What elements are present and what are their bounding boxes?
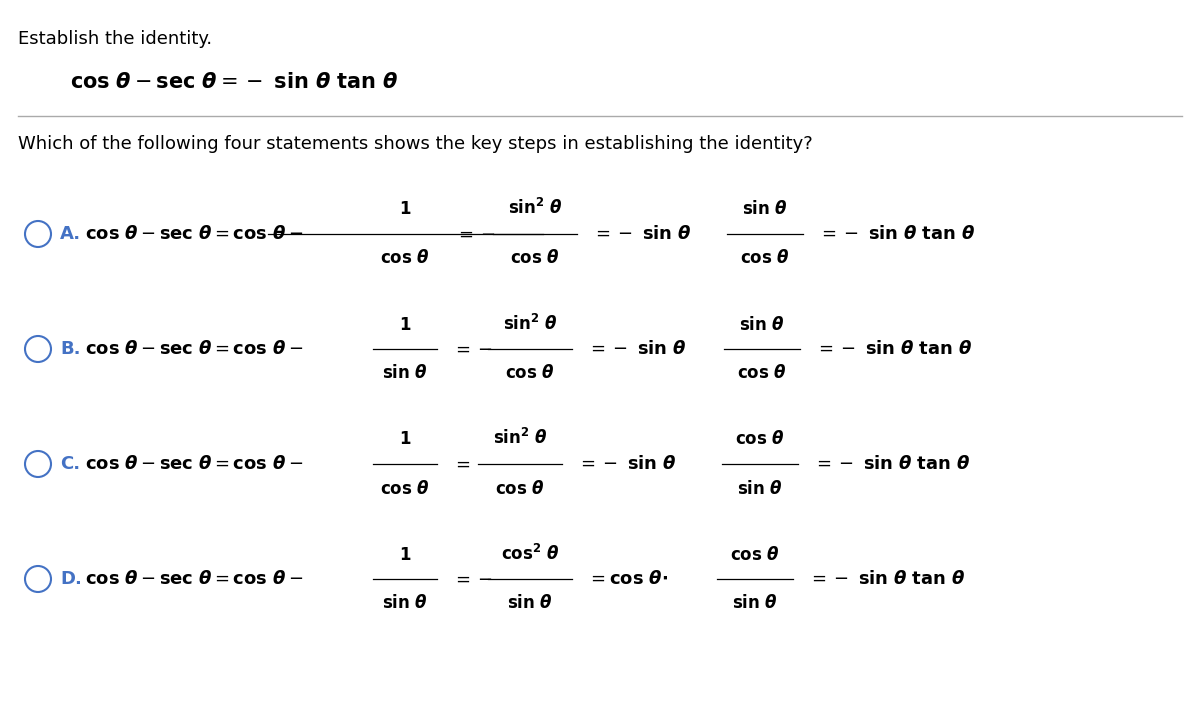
Text: C.: C. [60, 455, 80, 473]
Text: $= -$: $= -$ [452, 340, 493, 358]
Text: D.: D. [60, 570, 82, 588]
Text: $=$: $=$ [452, 455, 470, 473]
Text: $\mathbf{cos}\ \boldsymbol{\theta}-\mathbf{sec}\ \boldsymbol{\theta}=\mathbf{cos: $\mathbf{cos}\ \boldsymbol{\theta}-\math… [85, 570, 304, 588]
Text: $\mathbf{cos}\ \boldsymbol{\theta}$: $\mathbf{cos}\ \boldsymbol{\theta}$ [496, 479, 545, 498]
Text: $\mathbf{sin}\ \boldsymbol{\theta}$: $\mathbf{sin}\ \boldsymbol{\theta}$ [508, 594, 553, 612]
Text: $\mathbf{cos}^{\mathbf{2}}\ \boldsymbol{\theta}$: $\mathbf{cos}^{\mathbf{2}}\ \boldsymbol{… [500, 543, 559, 563]
Text: $\mathbf{sin}^{\mathbf{2}}\ \boldsymbol{\theta}$: $\mathbf{sin}^{\mathbf{2}}\ \boldsymbol{… [503, 313, 557, 334]
Text: $\mathbf{cos}\ \boldsymbol{\theta}$: $\mathbf{cos}\ \boldsymbol{\theta}$ [736, 431, 785, 448]
Text: $\mathbf{1}$: $\mathbf{1}$ [398, 431, 412, 448]
Text: $\mathbf{cos}\ \boldsymbol{\theta}-\mathbf{sec}\ \boldsymbol{\theta}= -\ \mathbf: $\mathbf{cos}\ \boldsymbol{\theta}-\math… [70, 72, 397, 92]
Text: $= -\ \mathbf{sin}\ \boldsymbol{\theta}\ \mathbf{tan}\ \boldsymbol{\theta}$: $= -\ \mathbf{sin}\ \boldsymbol{\theta}\… [818, 225, 976, 243]
Text: $\mathbf{sin}\ \boldsymbol{\theta}$: $\mathbf{sin}\ \boldsymbol{\theta}$ [742, 201, 788, 218]
Text: $\mathbf{sin}^{\mathbf{2}}\ \boldsymbol{\theta}$: $\mathbf{sin}^{\mathbf{2}}\ \boldsymbol{… [508, 199, 563, 218]
Text: $\mathbf{sin}\ \boldsymbol{\theta}$: $\mathbf{sin}\ \boldsymbol{\theta}$ [737, 479, 782, 498]
Text: $\mathbf{sin}\ \boldsymbol{\theta}$: $\mathbf{sin}\ \boldsymbol{\theta}$ [739, 315, 785, 334]
Text: $\mathbf{cos}\ \boldsymbol{\theta}-\mathbf{sec}\ \boldsymbol{\theta}=\mathbf{cos: $\mathbf{cos}\ \boldsymbol{\theta}-\math… [85, 455, 304, 473]
Text: $\mathbf{cos}\ \boldsymbol{\theta}$: $\mathbf{cos}\ \boldsymbol{\theta}$ [380, 479, 430, 498]
Text: $\mathbf{sin}\ \boldsymbol{\theta}$: $\mathbf{sin}\ \boldsymbol{\theta}$ [732, 594, 778, 612]
Text: $\mathbf{sin}^{\mathbf{2}}\ \boldsymbol{\theta}$: $\mathbf{sin}^{\mathbf{2}}\ \boldsymbol{… [493, 429, 547, 448]
Text: $\mathbf{cos}\ \boldsymbol{\theta}$: $\mathbf{cos}\ \boldsymbol{\theta}$ [740, 249, 790, 268]
Text: $\mathbf{cos}\ \boldsymbol{\theta}$: $\mathbf{cos}\ \boldsymbol{\theta}$ [731, 546, 780, 563]
Text: $\mathbf{1}$: $\mathbf{1}$ [398, 315, 412, 334]
Text: $\mathbf{cos}\ \boldsymbol{\theta}$: $\mathbf{cos}\ \boldsymbol{\theta}$ [380, 249, 430, 268]
Text: $= -$: $= -$ [455, 225, 496, 243]
Text: $= -\ \mathbf{sin}\ \boldsymbol{\theta}\ \mathbf{tan}\ \boldsymbol{\theta}$: $= -\ \mathbf{sin}\ \boldsymbol{\theta}\… [815, 340, 972, 358]
Text: $= -\ \mathbf{sin}\ \boldsymbol{\theta}$: $= -\ \mathbf{sin}\ \boldsymbol{\theta}$ [592, 225, 691, 243]
Text: $\mathbf{1}$: $\mathbf{1}$ [398, 546, 412, 563]
Text: B.: B. [60, 340, 80, 358]
Text: $\mathbf{sin}\ \boldsymbol{\theta}$: $\mathbf{sin}\ \boldsymbol{\theta}$ [382, 365, 428, 382]
Text: $= -$: $= -$ [452, 570, 493, 588]
Text: $\mathbf{cos}\ \boldsymbol{\theta}$: $\mathbf{cos}\ \boldsymbol{\theta}$ [737, 365, 787, 382]
Text: $\mathbf{cos}\ \boldsymbol{\theta}-\mathbf{sec}\ \boldsymbol{\theta}=\mathbf{cos: $\mathbf{cos}\ \boldsymbol{\theta}-\math… [85, 225, 304, 243]
Text: $\mathbf{cos}\ \boldsymbol{\theta}-\mathbf{sec}\ \boldsymbol{\theta}=\mathbf{cos: $\mathbf{cos}\ \boldsymbol{\theta}-\math… [85, 340, 304, 358]
Text: Which of the following four statements shows the key steps in establishing the i: Which of the following four statements s… [18, 135, 812, 153]
Text: $= -\ \mathbf{sin}\ \boldsymbol{\theta}$: $= -\ \mathbf{sin}\ \boldsymbol{\theta}$ [587, 340, 686, 358]
Text: $\mathbf{sin}\ \boldsymbol{\theta}$: $\mathbf{sin}\ \boldsymbol{\theta}$ [382, 594, 428, 612]
Text: $= -\ \mathbf{sin}\ \boldsymbol{\theta}\ \mathbf{tan}\ \boldsymbol{\theta}$: $= -\ \mathbf{sin}\ \boldsymbol{\theta}\… [814, 455, 970, 473]
Text: A.: A. [60, 225, 82, 243]
Text: Establish the identity.: Establish the identity. [18, 30, 212, 48]
Text: $= \mathbf{cos}\ \boldsymbol{\theta}\boldsymbol{\cdot}$: $= \mathbf{cos}\ \boldsymbol{\theta}\bol… [587, 570, 668, 588]
Text: $\mathbf{cos}\ \boldsymbol{\theta}$: $\mathbf{cos}\ \boldsymbol{\theta}$ [510, 249, 559, 268]
Text: $\mathbf{cos}\ \boldsymbol{\theta}$: $\mathbf{cos}\ \boldsymbol{\theta}$ [505, 365, 554, 382]
Text: $= -\ \mathbf{sin}\ \boldsymbol{\theta}\ \mathbf{tan}\ \boldsymbol{\theta}$: $= -\ \mathbf{sin}\ \boldsymbol{\theta}\… [808, 570, 965, 588]
Text: $\mathbf{1}$: $\mathbf{1}$ [398, 201, 412, 218]
Text: $= -\ \mathbf{sin}\ \boldsymbol{\theta}$: $= -\ \mathbf{sin}\ \boldsymbol{\theta}$ [577, 455, 677, 473]
